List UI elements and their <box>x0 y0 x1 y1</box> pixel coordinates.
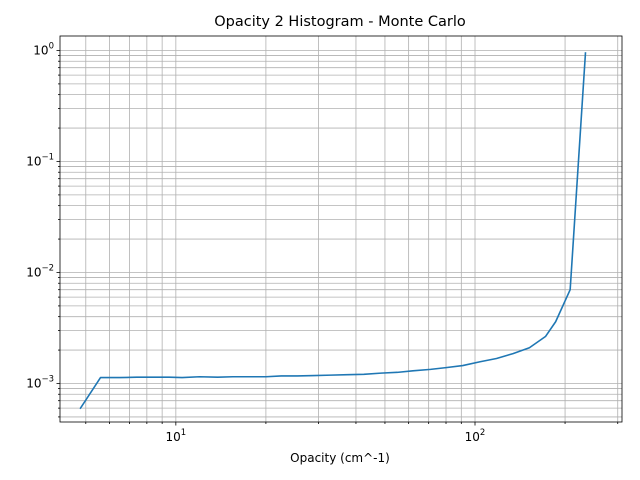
y-tick-label: 10−2 <box>26 263 54 279</box>
y-tick-label: 10−1 <box>26 152 54 168</box>
plot-frame <box>59 35 623 423</box>
x-axis-label: Opacity (cm^-1) <box>290 451 390 465</box>
x-tick-label: 101 <box>165 428 186 444</box>
x-tick-label: 102 <box>465 428 486 444</box>
y-tick-label: 10−3 <box>26 375 54 391</box>
series-line-1 <box>79 52 587 410</box>
ticks: 101 102 10−3 10−2 10−1 100 <box>26 41 619 444</box>
y-tick-label: 100 <box>33 41 54 57</box>
grid <box>60 36 622 422</box>
series-layer <box>79 52 587 410</box>
chart-title: Opacity 2 Histogram - Monte Carlo <box>214 14 466 30</box>
